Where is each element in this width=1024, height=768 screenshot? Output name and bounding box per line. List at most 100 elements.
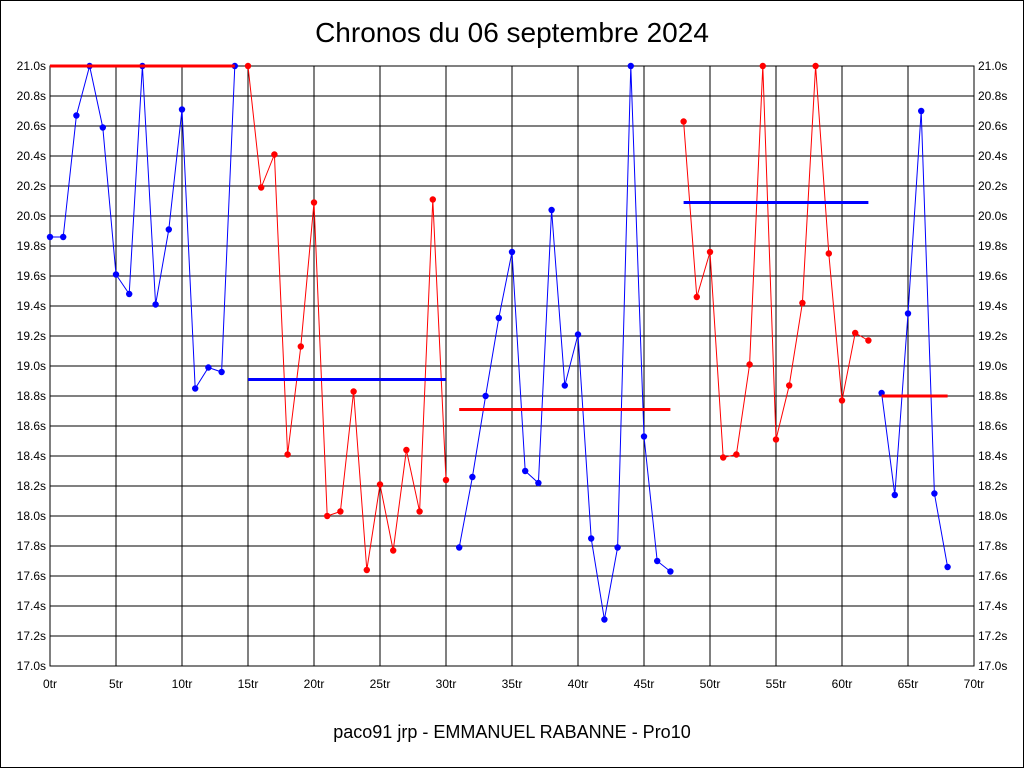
data-point [654, 557, 661, 565]
x-tick-label: 55tr [766, 677, 787, 691]
y-tick-label-left: 18.6s [17, 419, 46, 433]
y-tick-label-left: 18.8s [17, 389, 46, 403]
data-point [390, 547, 397, 554]
y-tick-label-left: 17.6s [17, 569, 46, 583]
y-tick-label-right: 20.6s [978, 119, 1007, 133]
data-point [403, 446, 410, 454]
data-point [416, 508, 423, 515]
data-point [772, 436, 780, 443]
data-point [825, 250, 832, 257]
data-point [891, 491, 898, 499]
y-tick-label-right: 18.4s [978, 449, 1007, 463]
data-point [852, 329, 859, 337]
x-tick-label: 60tr [832, 677, 853, 691]
data-point [244, 62, 252, 70]
data-point [310, 199, 318, 206]
data-point [601, 616, 608, 623]
data-point [720, 454, 727, 461]
x-tick-label: 65tr [898, 677, 919, 691]
x-tick-label: 25tr [370, 677, 391, 691]
data-point [535, 479, 542, 487]
x-tick-label: 0tr [43, 677, 57, 691]
data-point [508, 248, 516, 256]
y-tick-label-right: 17.6s [978, 569, 1007, 583]
y-tick-label-right: 19.4s [978, 299, 1007, 313]
data-point [561, 382, 568, 389]
y-tick-label-right: 17.4s [978, 599, 1007, 613]
x-tick-label: 10tr [172, 677, 193, 691]
y-tick-label-left: 20.8s [17, 89, 46, 103]
data-point [667, 568, 674, 575]
y-tick-label-right: 20.8s [978, 89, 1007, 103]
data-point [218, 368, 225, 376]
y-tick-label-right: 19.2s [978, 329, 1007, 343]
y-tick-label-right: 17.0s [978, 659, 1007, 673]
plot-border [49, 65, 975, 667]
data-point [865, 337, 872, 344]
data-point [482, 392, 489, 400]
series-line-5 [881, 110, 949, 568]
y-tick-label-left: 19.4s [17, 299, 46, 313]
y-tick-label-left: 18.0s [17, 509, 46, 523]
y-tick-label-right: 18.2s [978, 479, 1007, 493]
data-point [165, 226, 172, 233]
chart-title: Chronos du 06 septembre 2024 [315, 17, 709, 48]
data-point [469, 473, 476, 481]
y-tick-label-right: 18.8s [978, 389, 1007, 403]
x-tick-label: 45tr [634, 677, 655, 691]
data-point [588, 535, 595, 542]
y-tick-label-left: 19.8s [17, 239, 46, 253]
x-tick-label: 40tr [568, 677, 589, 691]
series-line-3 [458, 65, 671, 620]
series-line-2 [247, 65, 447, 571]
y-tick-label-left: 19.0s [17, 359, 46, 373]
y-tick-label-right: 20.4s [978, 149, 1007, 163]
data-point [627, 62, 634, 70]
x-tick-label: 30tr [436, 677, 457, 691]
x-tick-label: 20tr [304, 677, 325, 691]
x-tick-label: 15tr [238, 677, 259, 691]
y-tick-label-left: 17.4s [17, 599, 46, 613]
data-point [178, 106, 186, 113]
data-point [759, 62, 766, 70]
y-tick-label-right: 19.8s [978, 239, 1007, 253]
y-tick-label-right: 20.0s [978, 209, 1007, 223]
data-point [786, 382, 793, 389]
data-point [706, 248, 714, 256]
data-point [456, 544, 463, 551]
data-point [205, 364, 212, 371]
data-point [812, 62, 819, 70]
y-tick-label-right: 17.8s [978, 539, 1007, 553]
data-point [522, 467, 529, 475]
data-point [337, 508, 344, 515]
data-point [258, 184, 265, 191]
y-tick-label-left: 20.4s [17, 149, 46, 163]
x-tick-label: 35tr [502, 677, 523, 691]
y-tick-label-left: 17.2s [17, 629, 46, 643]
y-tick-label-left: 18.2s [17, 479, 46, 493]
data-point [363, 566, 370, 574]
data-point [271, 151, 278, 158]
data-point [799, 299, 806, 307]
data-point [152, 301, 159, 308]
data-point [376, 481, 384, 488]
data-point [680, 118, 687, 125]
y-tick-label-left: 19.2s [17, 329, 46, 343]
data-point [918, 107, 925, 115]
x-tick-label: 50tr [700, 677, 721, 691]
data-point [350, 388, 357, 395]
data-point [73, 112, 80, 119]
data-point [944, 563, 951, 571]
data-point [442, 476, 450, 484]
data-point [112, 271, 120, 278]
y-tick-label-right: 17.2s [978, 629, 1007, 643]
data-point [495, 314, 502, 322]
y-tick-label-right: 18.6s [978, 419, 1007, 433]
data-point [324, 512, 331, 520]
data-point [640, 433, 648, 440]
data-point [614, 544, 621, 551]
data-point [733, 451, 740, 458]
data-point [693, 293, 700, 301]
data-point [60, 233, 67, 241]
y-tick-label-right: 21.0s [978, 59, 1007, 73]
